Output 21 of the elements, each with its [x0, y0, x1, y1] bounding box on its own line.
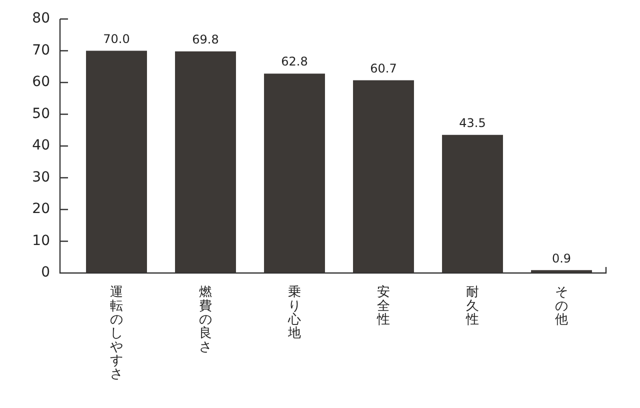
y-tick-label: 40 — [32, 138, 50, 154]
y-tick-label: 50 — [32, 106, 50, 122]
data-label: 43.5 — [459, 116, 486, 130]
x-tick-label: 耐久性 — [465, 285, 479, 328]
data-label: 70.0 — [103, 32, 130, 46]
y-tick-label: 30 — [32, 169, 50, 186]
x-tick-label: 運転のしやすさ — [110, 285, 123, 382]
x-tick-label: その他 — [555, 285, 568, 328]
y-tick-label: 20 — [32, 201, 50, 218]
data-label: 60.7 — [370, 61, 397, 76]
y-tick-label: 60 — [32, 74, 50, 90]
x-tick-label: 燃費の良さ — [199, 285, 212, 355]
y-tick-label: 0 — [41, 264, 50, 281]
data-label: 0.9 — [552, 251, 572, 266]
data-label: 69.8 — [192, 32, 219, 47]
x-tick-label: 安全性 — [376, 284, 390, 328]
x-tick-label: 乗り心地 — [287, 285, 301, 342]
y-tick-label: 10 — [32, 232, 50, 249]
data-label: 62.8 — [281, 54, 308, 69]
y-tick-label: 70 — [32, 42, 50, 58]
y-tick-label: 80 — [32, 10, 50, 27]
